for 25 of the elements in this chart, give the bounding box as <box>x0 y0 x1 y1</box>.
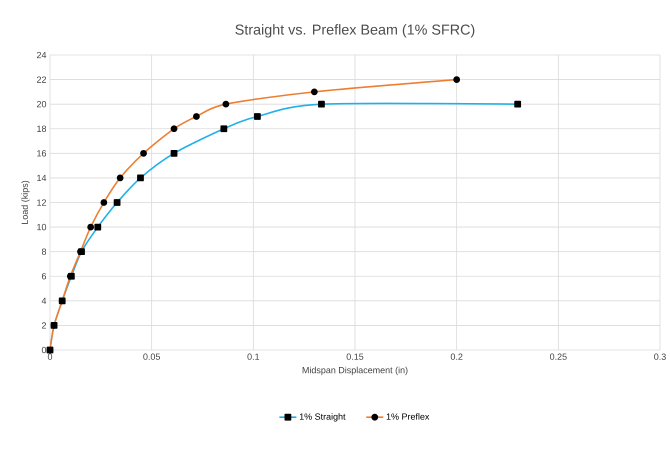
x-tick-label: 0.3 <box>654 354 666 360</box>
x-tick-label: 0 <box>48 354 52 360</box>
legend-label: 1% Preflex <box>386 413 430 420</box>
x-tick-label: 0.2 <box>450 354 462 360</box>
x-axis-title: Midspan Displacement (in) <box>302 366 408 376</box>
x-tick-label: 0.25 <box>550 354 567 360</box>
y-tick-label: 6 <box>42 273 46 280</box>
y-tick-label: 2 <box>42 322 46 329</box>
y-tick-label: 18 <box>37 126 46 132</box>
y-tick-label: 14 <box>37 174 46 181</box>
y-tick-label: 10 <box>37 224 46 230</box>
y-tick-label: 22 <box>36 76 46 83</box>
legend-label: 1% Straight <box>300 413 346 422</box>
x-tick-label: 0.1 <box>247 354 260 360</box>
y-tick-label: 0 <box>42 346 46 354</box>
y-tick-label: 4 <box>42 298 46 304</box>
y-tick-label: 12 <box>37 199 46 206</box>
y-tick-label: 8 <box>42 248 46 255</box>
chart-title: Straight vs. Preflex Beam (1% SFRC) <box>235 24 474 38</box>
x-tick-label: 0.15 <box>346 354 364 360</box>
x-tick-label: 0.05 <box>143 354 160 360</box>
y-tick-label: 24 <box>36 52 46 58</box>
y-tick-label: 20 <box>36 100 46 108</box>
y-tick-label: 16 <box>37 150 46 157</box>
y-axis-title: Load (kips) <box>21 180 30 224</box>
